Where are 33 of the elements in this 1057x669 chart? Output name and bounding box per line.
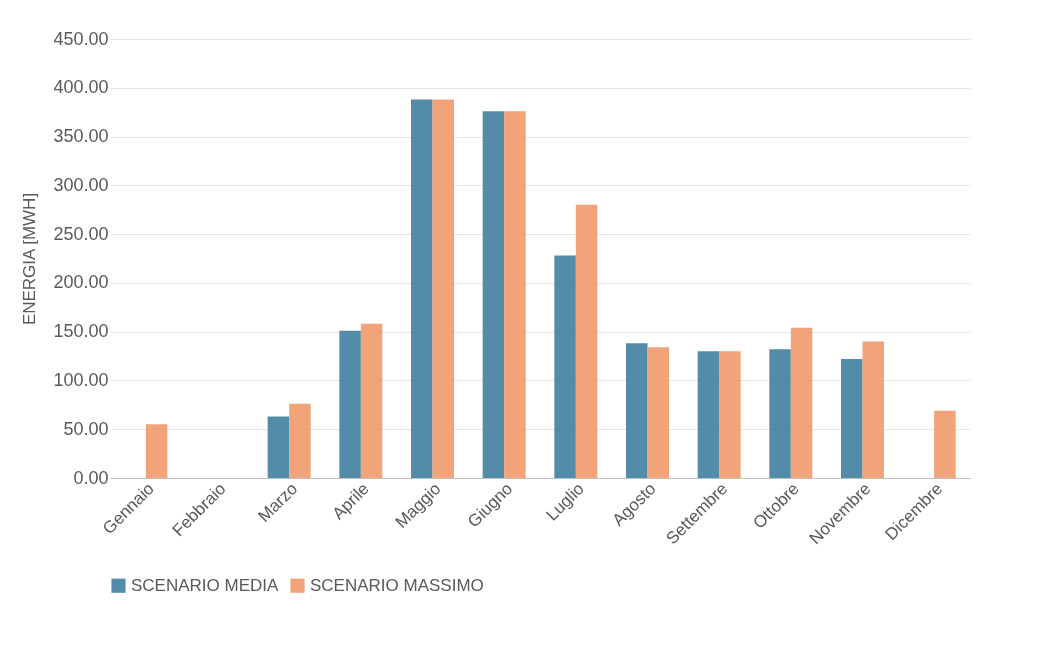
y-tick-label: 150.00: [53, 321, 109, 342]
y-tick-label: 400.00: [53, 77, 109, 98]
y-tick-label: 450.00: [53, 28, 109, 49]
bar: [719, 351, 741, 478]
bar: [841, 358, 863, 478]
y-tick-label: 300.00: [53, 174, 109, 195]
bar: [482, 111, 505, 478]
bar: [432, 99, 454, 478]
y-tick-label: 350.00: [53, 126, 109, 147]
y-tick-label: 100.00: [53, 369, 109, 390]
bar: [289, 403, 311, 478]
y-tick-label: 0.00: [73, 467, 109, 488]
y-axis-title: ENERGIA [MWH]: [20, 192, 40, 326]
bar: [411, 99, 433, 478]
legend-label: SCENARIO MASSIMO: [310, 575, 484, 595]
bar: [790, 327, 813, 478]
bar: [862, 341, 884, 478]
bar: [145, 424, 168, 478]
y-tick-label: 250.00: [53, 223, 109, 244]
bar: [554, 255, 576, 478]
bar: [575, 204, 598, 478]
bar: [647, 347, 669, 478]
bar: [504, 111, 526, 478]
y-tick-label: 200.00: [53, 272, 109, 293]
bar: [267, 416, 290, 478]
bar: [339, 330, 361, 478]
bar: [769, 349, 791, 478]
bar: [626, 343, 648, 478]
legend-label: SCENARIO MEDIA: [131, 575, 280, 595]
bar: [360, 323, 383, 478]
y-tick-label: 50.00: [63, 418, 109, 439]
bar: [934, 410, 956, 478]
bar: [697, 351, 720, 478]
